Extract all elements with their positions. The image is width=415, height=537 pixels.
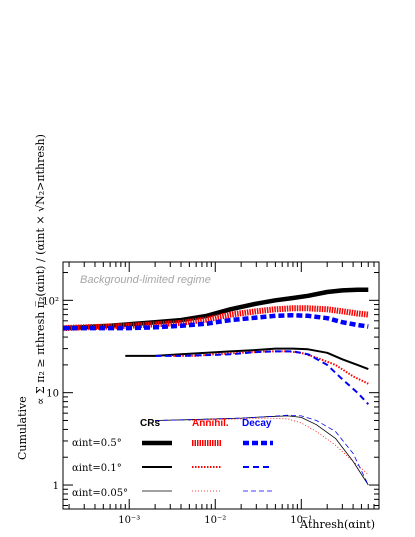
legend-swatches <box>142 440 273 492</box>
minor-ticks <box>63 262 379 509</box>
y-tick-label: 1 <box>53 481 59 492</box>
series-annihil-row2 <box>189 417 369 475</box>
legend: CRs Annihil. Decay αint=0.5° αint=0.1° α… <box>72 418 273 499</box>
y-axis-title-left: Cumulative <box>16 396 29 460</box>
x-tick-label: 10⁻¹ <box>290 515 312 526</box>
series-decay-row0 <box>63 312 369 331</box>
series-layer <box>62 287 370 486</box>
annotation-text: Background-limited regime <box>80 274 211 286</box>
x-axis-title: A̅thresh(αint) <box>299 517 375 531</box>
y-tick-label: 10² <box>42 296 59 307</box>
legend-row-label-1: αint=0.1° <box>72 463 122 474</box>
legend-head-annihil: Annihil. <box>192 418 229 429</box>
series-annihil-row0 <box>62 305 369 332</box>
series-crs-row0 <box>62 287 369 331</box>
series-decay-row2 <box>155 414 369 486</box>
tick-labels: 10⁻³ 10⁻² 10⁻¹ 1 10 10² <box>42 296 312 526</box>
series-crs-row1 <box>125 347 369 371</box>
y-axis-title-right: ∝ Σ π₂ ≥ πthresh π̅₂(αint) / (αint × √N₂… <box>34 134 47 405</box>
plot-frame <box>62 261 380 510</box>
x-tick-label: 10⁻³ <box>118 515 140 526</box>
legend-row-label-0: αint=0.5° <box>72 438 122 449</box>
major-ticks <box>63 262 379 509</box>
y-tick-label: 10 <box>46 389 59 400</box>
x-tick-label: 10⁻² <box>204 515 226 526</box>
legend-head-crs: CRs <box>140 418 160 429</box>
legend-row-label-2: αint=0.05° <box>72 488 128 499</box>
legend-head-decay: Decay <box>242 418 272 429</box>
